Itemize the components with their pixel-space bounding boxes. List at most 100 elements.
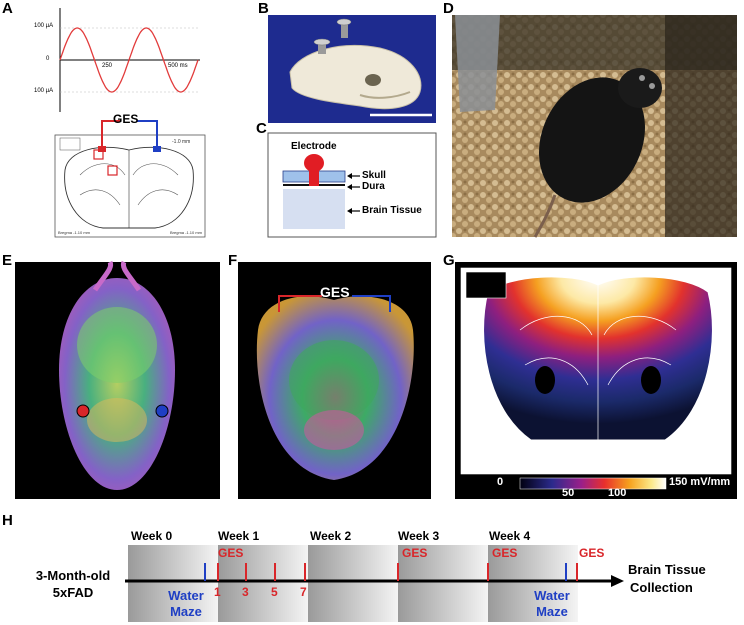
heatmap-ventricle-right [641, 366, 661, 394]
ges-blue-electrode [153, 146, 161, 152]
colorbar-tick-50: 50 [562, 487, 575, 499]
panel-b-photo [268, 15, 436, 123]
week-3-band [398, 545, 488, 622]
brain-arrowhead [347, 208, 352, 214]
panel-label-f: F [228, 252, 238, 269]
week-2-band [308, 545, 398, 622]
timeline-arrowhead [611, 575, 624, 587]
ges-label-week-1: GES [218, 546, 244, 560]
mouse-head [618, 68, 662, 108]
week-3-label: Week 3 [398, 529, 440, 543]
heatmap-brain-outline [483, 276, 713, 441]
colorbar-tick-0: 0 [497, 476, 504, 488]
mouse-body [539, 77, 645, 203]
render-f-ges-label: GES [320, 284, 350, 300]
panel-label-h: H [2, 512, 13, 529]
heatmap-ventricle-left [535, 366, 555, 394]
brain-tissue-label: Brain Tissue [362, 205, 422, 216]
panel-g-heatmap [455, 262, 737, 499]
waveform-y-label-zero: 0 [46, 56, 50, 62]
render-e-bulb-left [92, 260, 114, 292]
skull-orbit [365, 74, 381, 86]
day-label-3: 3 [242, 585, 249, 599]
panel-c-schematic [267, 132, 437, 238]
waveform-y-label-bottom: 100 µA [34, 88, 54, 94]
water-maze-2-line-2: Maze [536, 604, 568, 619]
colorbar-max-label: 150 mV/mm [669, 476, 731, 488]
week-0-band [128, 545, 218, 622]
schematic-brain-tissue [283, 189, 345, 229]
skull-jaw [359, 91, 411, 99]
panel-h-timeline [125, 545, 624, 622]
schematic-electrode-shaft [309, 166, 319, 186]
screw-1-head [313, 38, 331, 46]
atlas-inset [59, 137, 81, 151]
atlas-footer-left: Bregma -1.10 mm [58, 230, 91, 235]
skull [289, 45, 422, 110]
render-e-cortex [77, 307, 157, 383]
ges-label-week-4: GES [492, 546, 518, 560]
panel-f-render [238, 262, 431, 499]
week-4-band [488, 545, 578, 622]
week-0-label: Week 0 [131, 529, 173, 543]
cage-corner [665, 15, 737, 237]
heatmap-inset [465, 271, 507, 299]
heatmap-contour-4 [607, 357, 672, 386]
electrode-label: Electrode [291, 141, 337, 152]
ges-label-week-3: GES [402, 546, 428, 560]
waveform-y-label-top: 100 µA [34, 23, 54, 29]
ges-f-red-lead [278, 295, 322, 312]
panel-a-waveform [59, 8, 200, 112]
ges-f-blue-lead [352, 295, 391, 312]
ges-red-electrode [98, 146, 106, 152]
day-label-5: 5 [271, 585, 278, 599]
panel-e-render [15, 260, 220, 499]
render-e-blue-electrode [155, 404, 169, 418]
cage-bottle [455, 15, 500, 112]
atlas-ges-label: GES [113, 112, 139, 126]
colorbar-tick-100: 100 [608, 487, 627, 499]
week-4-label: Week 4 [489, 529, 531, 543]
render-f-hippocampus [289, 340, 379, 420]
skull-label: Skull [362, 170, 386, 181]
week-1-band [218, 545, 308, 622]
waveform-x-label-250: 250 [102, 63, 113, 69]
panel-label-d: D [443, 0, 454, 17]
atlas-coordinate: -1.0 mm [172, 139, 191, 145]
mouse-tail [533, 194, 557, 238]
atlas-frame [54, 134, 206, 238]
heatmap-interaural: Interaural 6.00 mm [464, 460, 506, 466]
water-maze-2-line-1: Water [534, 588, 570, 603]
day-label-7: 7 [300, 585, 307, 599]
endpoint-line-2: Collection [630, 580, 693, 595]
day-label-1: 1 [214, 585, 221, 599]
heatmap-contour-1 [519, 316, 593, 336]
ges-label-end: GES [579, 546, 605, 560]
atlas-roi-box-2 [107, 165, 118, 176]
dura-arrowhead [347, 184, 352, 190]
sine-wave [59, 27, 199, 93]
subject-line-1: 3-Month-old [35, 568, 111, 583]
week-1-label: Week 1 [218, 529, 260, 543]
skull-arrowhead [347, 173, 352, 179]
panel-label-g: G [443, 252, 455, 269]
screw-2-head [336, 18, 352, 26]
dura-label: Dura [362, 181, 385, 192]
panel-label-e: E [2, 252, 13, 269]
atlas-hippocampus-right [137, 189, 179, 206]
heatmap-colorbar [519, 477, 667, 490]
water-maze-1-line-1: Water [168, 588, 204, 603]
mouse-implant-1 [639, 75, 645, 81]
heatmap-contour-2 [603, 316, 677, 336]
screw-1 [318, 42, 326, 54]
render-e-midbrain [87, 398, 147, 442]
atlas-hippocampus-left [79, 189, 121, 206]
screw-2 [341, 22, 348, 38]
panel-label-b: B [258, 0, 269, 17]
atlas-region-left [79, 163, 126, 176]
panel-a-atlas [54, 120, 206, 238]
mouse-implant-2 [649, 83, 655, 89]
render-e-bulb-right [120, 260, 142, 292]
atlas-region-right [132, 163, 179, 176]
